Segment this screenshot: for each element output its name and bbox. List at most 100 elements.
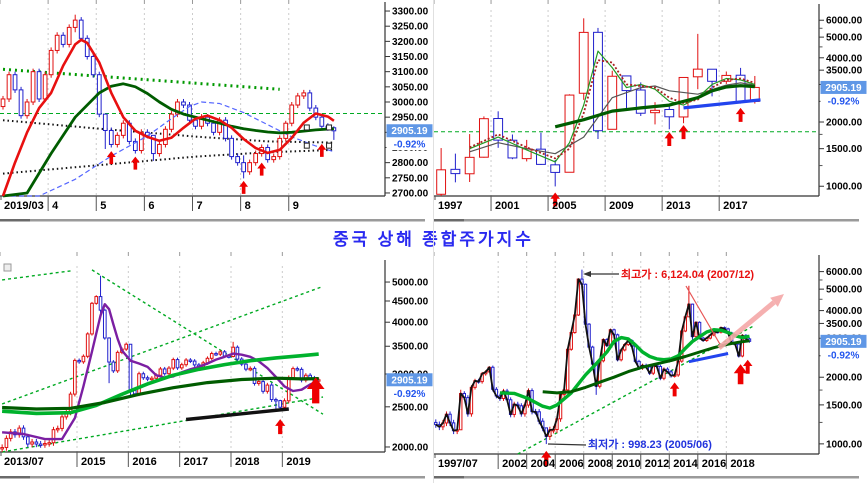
chart-panel-quarterly[interactable]: 최고가 : 6,124.04 (2007/12) 최저가 : 998.23 (20… [434, 252, 867, 483]
svg-text:2000.00: 2000.00 [826, 373, 863, 384]
up-arrow-icon [106, 151, 116, 165]
svg-text:최고가 : 6,124.04 (2007/12): 최고가 : 6,124.04 (2007/12) [621, 267, 754, 281]
splitter-bar[interactable] [434, 219, 859, 222]
up-arrow-icon [735, 107, 746, 122]
selection-handle[interactable] [303, 142, 310, 149]
up-arrow-icon [239, 180, 249, 194]
price-badge: 2905.19 -0.92% [820, 80, 867, 107]
svg-text:1500.00: 1500.00 [826, 144, 863, 155]
selection-handle[interactable] [326, 142, 333, 149]
change-percent: -0.92% [394, 140, 426, 151]
svg-text:4000.00: 4000.00 [826, 306, 863, 317]
monthly-chart-svg: 5000.004500.004000.003500.003000.002500.… [0, 252, 433, 479]
chart-panel-daily[interactable]: 3300.00 3250.00 3200.00 3150.00 3100.00 3050.… [0, 0, 433, 226]
svg-text:2017: 2017 [723, 200, 747, 212]
page-title: 중국 상해 종합주가지수 [333, 230, 534, 249]
svg-text:3200.00: 3200.00 [392, 37, 429, 48]
gridlines [0, 0, 290, 196]
svg-text:9: 9 [293, 200, 299, 212]
chart-panel-yearly[interactable]: 6000.005000.004000.003500.003000.002500.… [434, 0, 867, 226]
ma-lines [1, 303, 320, 441]
change-percent: -0.92% [828, 96, 860, 107]
up-arrow-icon [130, 156, 140, 170]
up-arrow-icon [669, 382, 680, 397]
svg-text:2004: 2004 [531, 458, 556, 470]
svg-text:2006: 2006 [559, 458, 583, 470]
ma-slow-brightgreen [499, 328, 750, 410]
quarterly-chart-svg: 최고가 : 6,124.04 (2007/12) 최저가 : 998.23 (20… [434, 252, 867, 479]
ma-slow-darkgreen [554, 84, 755, 129]
splitter-bar[interactable] [0, 219, 425, 222]
up-arrow-icon [306, 377, 325, 404]
svg-text:2016: 2016 [132, 456, 156, 468]
svg-text:2000.00: 2000.00 [392, 442, 429, 453]
splitter-bar[interactable] [434, 476, 859, 479]
svg-text:3500.00: 3500.00 [826, 319, 863, 330]
price-badge: 2905.19 -0.92% [820, 334, 867, 361]
splitter-bar[interactable] [0, 476, 425, 479]
ma-lines [1, 38, 335, 198]
chart-panel-monthly[interactable]: 5000.004500.004000.003500.003000.002500.… [0, 252, 433, 483]
svg-text:5: 5 [100, 200, 106, 212]
svg-text:3100.00: 3100.00 [392, 67, 429, 78]
candles-layer [434, 269, 752, 445]
x-axis: 2013/07 2015 2016 2017 2018 2019 [0, 452, 311, 468]
svg-text:2500.00: 2500.00 [392, 402, 429, 413]
svg-text:2013: 2013 [666, 200, 690, 212]
svg-text:4000.00: 4000.00 [826, 53, 863, 64]
ma-lines [469, 50, 761, 163]
svg-text:2700.00: 2700.00 [392, 188, 429, 199]
up-arrow-icon [733, 364, 748, 385]
change-percent: -0.92% [394, 389, 426, 400]
red-reference-diagonal [685, 285, 722, 347]
price-badge: 2905.19 -0.92% [386, 124, 433, 151]
svg-text:3000.00: 3000.00 [392, 98, 429, 109]
up-arrow-icon [664, 132, 675, 147]
selection-handle[interactable] [326, 124, 333, 131]
svg-text:7: 7 [197, 200, 203, 212]
blue-trend-segment [683, 98, 761, 110]
svg-text:1997/07: 1997/07 [438, 458, 478, 470]
selection-handle[interactable] [303, 124, 310, 131]
svg-text:8: 8 [245, 200, 251, 212]
signal-arrows [275, 377, 325, 435]
svg-text:2000.00: 2000.00 [826, 118, 863, 129]
svg-text:5000.00: 5000.00 [826, 285, 863, 296]
ma-mid-gray [469, 82, 755, 155]
svg-text:2012: 2012 [645, 458, 669, 470]
ma-darkred-dotted [469, 59, 756, 160]
ma-fast-green [469, 50, 755, 163]
up-arrow-icon [678, 125, 689, 140]
svg-text:4: 4 [52, 200, 59, 212]
black-support-line [185, 407, 289, 422]
candles-layer [0, 275, 321, 452]
ma-long-blue-dashed [3, 101, 335, 197]
yearly-chart-svg: 6000.005000.004000.003500.003000.002500.… [434, 0, 867, 222]
axes [434, 255, 820, 455]
svg-text:2018: 2018 [730, 458, 754, 470]
legend-box-icon [3, 263, 12, 272]
svg-text:3300.00: 3300.00 [392, 7, 429, 18]
ma-slow-darkgreen [2, 376, 319, 411]
annotation-high: 최고가 : 6,124.04 (2007/12) [583, 267, 754, 281]
svg-text:2009: 2009 [609, 200, 633, 212]
ma-slow-brightgreen [1, 352, 319, 416]
candles-layer [436, 18, 760, 196]
svg-text:2005: 2005 [552, 200, 576, 212]
x-axis: 1997 2001 2005 2009 2013 2017 [434, 196, 748, 212]
svg-text:2905.19: 2905.19 [391, 375, 428, 386]
x-axis: 1997/07 2002 2004 2006 2008 2010 2012 2014 2016 2… [434, 454, 755, 470]
blue-trend-segment [688, 352, 729, 364]
svg-text:3150.00: 3150.00 [392, 52, 429, 63]
signal-arrows [106, 143, 327, 194]
svg-text:2013/07: 2013/07 [4, 456, 44, 468]
svg-text:4000.00: 4000.00 [392, 318, 429, 329]
trend-up-steep [1, 285, 324, 405]
x-axis: 2019/03 4 5 6 7 8 9 [0, 196, 299, 212]
signal-arrows [541, 359, 753, 466]
svg-text:1000.00: 1000.00 [826, 439, 863, 450]
svg-text:2750.00: 2750.00 [392, 173, 429, 184]
svg-text:5000.00: 5000.00 [826, 33, 863, 44]
signal-arrows [550, 107, 746, 207]
